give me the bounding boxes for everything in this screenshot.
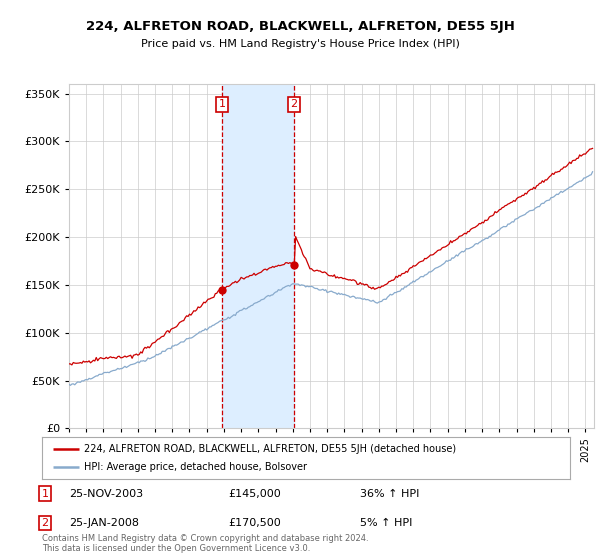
Text: £170,500: £170,500 bbox=[228, 518, 281, 528]
Text: HPI: Average price, detached house, Bolsover: HPI: Average price, detached house, Bols… bbox=[84, 462, 307, 472]
Text: 5% ↑ HPI: 5% ↑ HPI bbox=[360, 518, 412, 528]
Text: Contains HM Land Registry data © Crown copyright and database right 2024.
This d: Contains HM Land Registry data © Crown c… bbox=[42, 534, 368, 553]
Text: £145,000: £145,000 bbox=[228, 489, 281, 499]
Text: 224, ALFRETON ROAD, BLACKWELL, ALFRETON, DE55 5JH (detached house): 224, ALFRETON ROAD, BLACKWELL, ALFRETON,… bbox=[84, 444, 457, 454]
Text: 25-JAN-2008: 25-JAN-2008 bbox=[69, 518, 139, 528]
Text: 1: 1 bbox=[218, 100, 226, 110]
Text: 2: 2 bbox=[41, 518, 49, 528]
Text: 1: 1 bbox=[41, 489, 49, 499]
Bar bbox=[222, 84, 294, 428]
Text: 36% ↑ HPI: 36% ↑ HPI bbox=[360, 489, 419, 499]
Text: 2: 2 bbox=[290, 100, 298, 110]
Text: 25-NOV-2003: 25-NOV-2003 bbox=[69, 489, 143, 499]
Text: 224, ALFRETON ROAD, BLACKWELL, ALFRETON, DE55 5JH: 224, ALFRETON ROAD, BLACKWELL, ALFRETON,… bbox=[86, 20, 514, 32]
Text: Price paid vs. HM Land Registry's House Price Index (HPI): Price paid vs. HM Land Registry's House … bbox=[140, 39, 460, 49]
